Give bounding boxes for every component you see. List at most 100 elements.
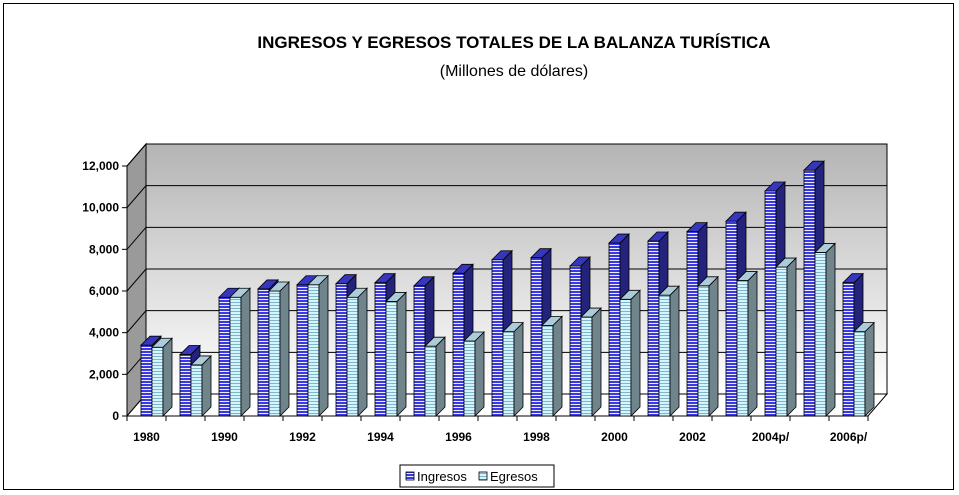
bar-ingresos-front xyxy=(413,285,426,417)
legend-label: Ingresos xyxy=(417,469,467,484)
bar-egresos-side xyxy=(474,331,485,417)
legend-label: Egresos xyxy=(490,469,538,484)
bar-egresos xyxy=(307,274,329,417)
bar-egresos-side xyxy=(396,291,407,417)
bar-ingresos-front xyxy=(179,354,192,417)
bar-egresos-side xyxy=(708,275,719,417)
x-tick-label: 2000 xyxy=(601,430,628,444)
x-tick-label: 1996 xyxy=(445,430,472,444)
bar-egresos-front xyxy=(580,316,593,417)
bar-egresos-front xyxy=(775,266,788,417)
plot-area: 0 2,000 4,000 6,000 8,000 10,000 12,000 1980 199… xyxy=(82,142,889,444)
legend-swatch xyxy=(478,471,488,481)
y-tick-label: 4,000 xyxy=(89,326,119,340)
x-tick-label: 1998 xyxy=(523,430,550,444)
bar-egresos-front xyxy=(424,345,437,417)
bar-ingresos-top xyxy=(764,181,786,192)
bar-ingresos-top xyxy=(686,222,708,233)
bar-egresos-top xyxy=(619,289,641,300)
legend-box xyxy=(399,464,555,488)
x-tick-label: 1994 xyxy=(367,430,394,444)
bar-egresos xyxy=(151,337,173,417)
bar-egresos xyxy=(502,321,524,417)
bar-egresos xyxy=(268,281,290,417)
bar-egresos-side xyxy=(591,307,602,417)
bar-egresos xyxy=(229,287,251,417)
x-tick-label: 1992 xyxy=(289,430,316,444)
bar-ingresos-top xyxy=(452,263,474,274)
bar-egresos-front xyxy=(697,285,710,417)
gridline xyxy=(126,226,887,250)
x-tick-label: 2006p/ xyxy=(830,430,868,444)
gridline xyxy=(126,143,887,167)
bar-ingresos-front xyxy=(686,231,699,417)
y-tick-label: 8,000 xyxy=(89,242,119,256)
bar-egresos xyxy=(385,291,407,417)
bar-ingresos-front xyxy=(491,259,504,417)
bar-ingresos-front xyxy=(218,296,231,417)
bar-ingresos-front xyxy=(647,240,660,417)
bar-egresos-front xyxy=(658,294,671,417)
bar-egresos-top xyxy=(463,331,485,342)
bar-egresos-top xyxy=(697,276,719,287)
y-tick-label: 6,000 xyxy=(89,284,119,298)
bar-egresos-front xyxy=(853,331,866,417)
bar-ingresos-front xyxy=(296,284,309,417)
bar-ingresos-top xyxy=(842,273,864,284)
bar-egresos-front xyxy=(151,346,164,417)
bar-egresos xyxy=(346,287,368,417)
bar-ingresos-front xyxy=(764,190,777,417)
bar-ingresos-top xyxy=(413,276,435,287)
bar-egresos xyxy=(697,275,719,417)
bar-egresos-side xyxy=(435,336,446,417)
bar-egresos-top xyxy=(151,337,173,348)
bar-egresos xyxy=(580,307,602,417)
bar-ingresos-top xyxy=(530,248,552,259)
bar-ingresos-top xyxy=(569,256,591,267)
bar-ingresos-top xyxy=(374,273,396,284)
bar-egresos-top xyxy=(229,287,251,298)
bar-egresos-front xyxy=(307,284,320,417)
y-tick-label: 12,000 xyxy=(82,159,119,173)
bar-egresos-side xyxy=(825,242,836,417)
bar-egresos-side xyxy=(162,337,173,417)
bar-egresos-top xyxy=(346,287,368,298)
bar-ingresos-top xyxy=(257,279,279,290)
bar-ingresos-top xyxy=(803,160,825,171)
bar-egresos-side xyxy=(240,287,251,417)
bar-egresos-top xyxy=(775,257,797,268)
bar-egresos-side xyxy=(318,274,329,417)
bar-egresos xyxy=(541,315,563,417)
bar-egresos-top xyxy=(385,292,407,302)
bar-egresos xyxy=(736,270,758,417)
chart-title: INGRESOS Y EGRESOS TOTALES DE LA BALANZA… xyxy=(257,33,770,52)
bar-egresos-front xyxy=(229,296,242,417)
bar-ingresos-front xyxy=(569,265,582,417)
x-tick-label: 1990 xyxy=(211,430,238,444)
bar-egresos xyxy=(463,331,485,417)
bar-egresos-front xyxy=(385,301,398,417)
bar-egresos-side xyxy=(279,281,290,417)
bar-egresos-top xyxy=(190,355,212,366)
bar-egresos xyxy=(814,242,836,417)
bar-ingresos-front xyxy=(725,220,738,417)
bar-egresos-top xyxy=(541,315,563,326)
legend: Ingresos Egresos xyxy=(399,464,555,488)
bar-egresos-top xyxy=(736,271,758,281)
bar-ingresos-front xyxy=(140,344,153,417)
bar-egresos-side xyxy=(747,270,758,417)
bar-egresos-side xyxy=(201,354,212,417)
bar-egresos xyxy=(619,289,641,417)
bar-egresos-top xyxy=(502,322,524,333)
bar-ingresos-front xyxy=(452,272,465,417)
bar-ingresos-front xyxy=(257,288,270,417)
bar-egresos-side xyxy=(630,289,641,417)
bar-egresos-top xyxy=(814,243,836,253)
y-tick-label: 2,000 xyxy=(89,367,119,381)
bar-ingresos-front xyxy=(374,282,387,417)
bar-egresos-top xyxy=(307,275,329,286)
gridline xyxy=(126,268,887,292)
bar-ingresos-top xyxy=(335,274,357,285)
bar-ingresos-top xyxy=(140,335,162,346)
